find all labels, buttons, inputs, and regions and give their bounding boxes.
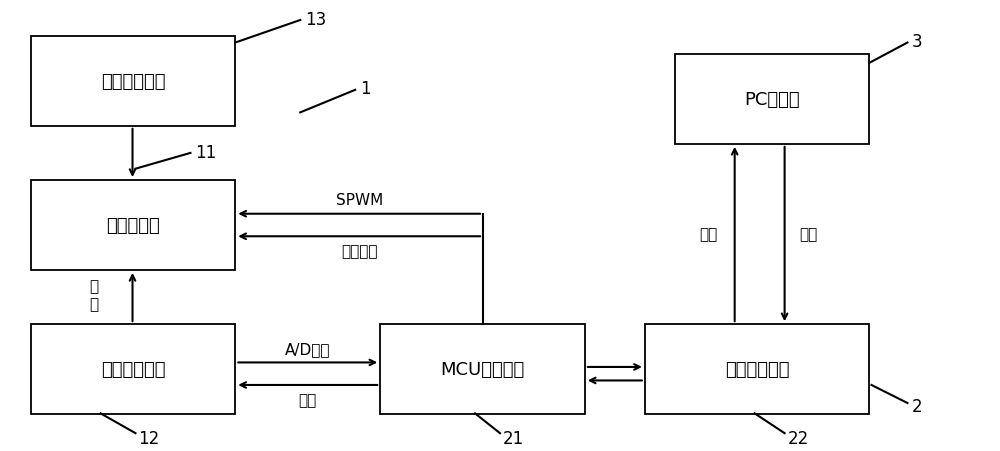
Bar: [31, 180, 235, 271]
Text: 信号采样电路: 信号采样电路: [101, 360, 165, 378]
Text: 13: 13: [305, 10, 327, 28]
Text: 模拟控制: 模拟控制: [341, 244, 377, 258]
Text: MCU控制模块: MCU控制模块: [440, 360, 525, 378]
Text: 通讯传输模块: 通讯传输模块: [725, 360, 789, 378]
Text: 21: 21: [503, 429, 524, 447]
Bar: [645, 324, 869, 414]
Text: 11: 11: [195, 143, 217, 161]
Text: 控制: 控制: [299, 393, 317, 408]
Bar: [31, 324, 235, 414]
Text: 1: 1: [360, 80, 371, 98]
Text: 3: 3: [911, 33, 922, 51]
Text: 2: 2: [911, 397, 922, 415]
Text: 指令: 指令: [800, 227, 818, 242]
Text: A/D采样: A/D采样: [285, 341, 331, 356]
Text: 12: 12: [139, 429, 160, 447]
Text: 22: 22: [788, 429, 809, 447]
Text: PC上位机: PC上位机: [744, 91, 800, 109]
Bar: [675, 55, 869, 145]
Text: 采
样: 采 样: [89, 279, 98, 311]
Text: 逆变主电路: 逆变主电路: [106, 216, 160, 235]
Text: SPWM: SPWM: [336, 193, 383, 207]
Text: 数据: 数据: [699, 227, 718, 242]
Text: 电路保护模块: 电路保护模块: [101, 73, 165, 91]
Bar: [31, 37, 235, 127]
Bar: [380, 324, 585, 414]
